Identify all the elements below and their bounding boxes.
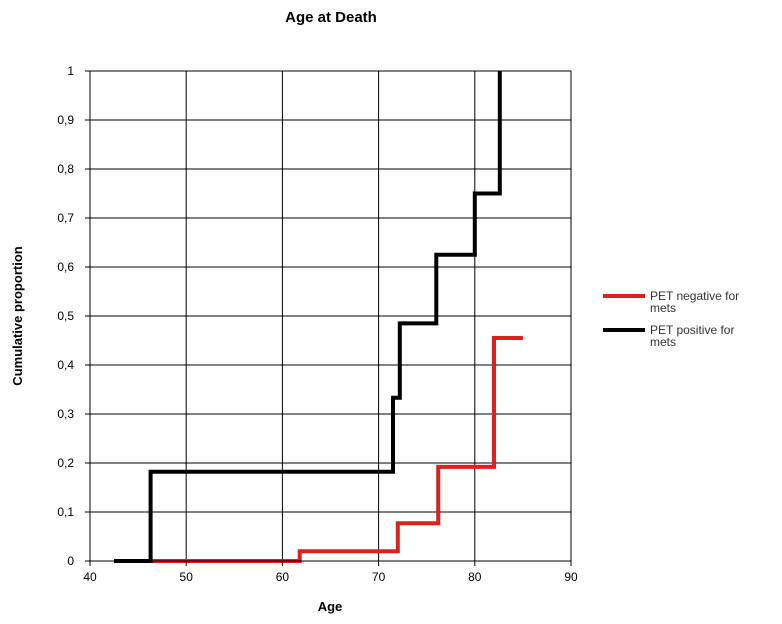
x-tick-label: 80	[468, 570, 482, 584]
legend-label-pet-positive: PET positive for	[650, 323, 734, 337]
x-tick-label: 60	[276, 570, 290, 584]
legend-label-pet-positive: mets	[650, 335, 676, 349]
series-layer	[114, 71, 523, 563]
legend-label-pet-negative: PET negative for	[650, 289, 739, 303]
chart-title: Age at Death	[285, 9, 377, 26]
x-tick-label: 90	[564, 570, 578, 584]
y-tick-label: 0,4	[57, 358, 74, 372]
x-tick-label: 40	[83, 570, 97, 584]
y-tick-label: 1	[67, 64, 74, 78]
y-tick-label: 0,6	[57, 260, 74, 274]
x-tick-label: 50	[180, 570, 194, 584]
series-line-pet-negative	[152, 336, 523, 563]
x-axis-ticks: 40 50 60 70 80 90	[83, 561, 578, 584]
y-tick-label: 0,3	[57, 407, 74, 421]
y-axis-ticks: 0 0,1 0,2 0,3 0,4 0,5 0,6 0,7 0,8 0,9 1	[57, 64, 90, 568]
y-tick-label: 0	[67, 554, 74, 568]
y-tick-label: 0,8	[57, 162, 74, 176]
series-line-pet-positive	[114, 71, 502, 563]
y-tick-label: 0,9	[57, 113, 74, 127]
y-tick-label: 0,7	[57, 211, 74, 225]
y-axis-title: Cumulative proportion	[10, 246, 25, 385]
x-axis-title: Age	[318, 599, 343, 614]
legend-label-pet-negative: mets	[650, 301, 676, 315]
y-tick-label: 0,5	[57, 309, 74, 323]
y-tick-label: 0,2	[57, 456, 74, 470]
y-tick-label: 0,1	[57, 505, 74, 519]
x-tick-label: 70	[372, 570, 386, 584]
